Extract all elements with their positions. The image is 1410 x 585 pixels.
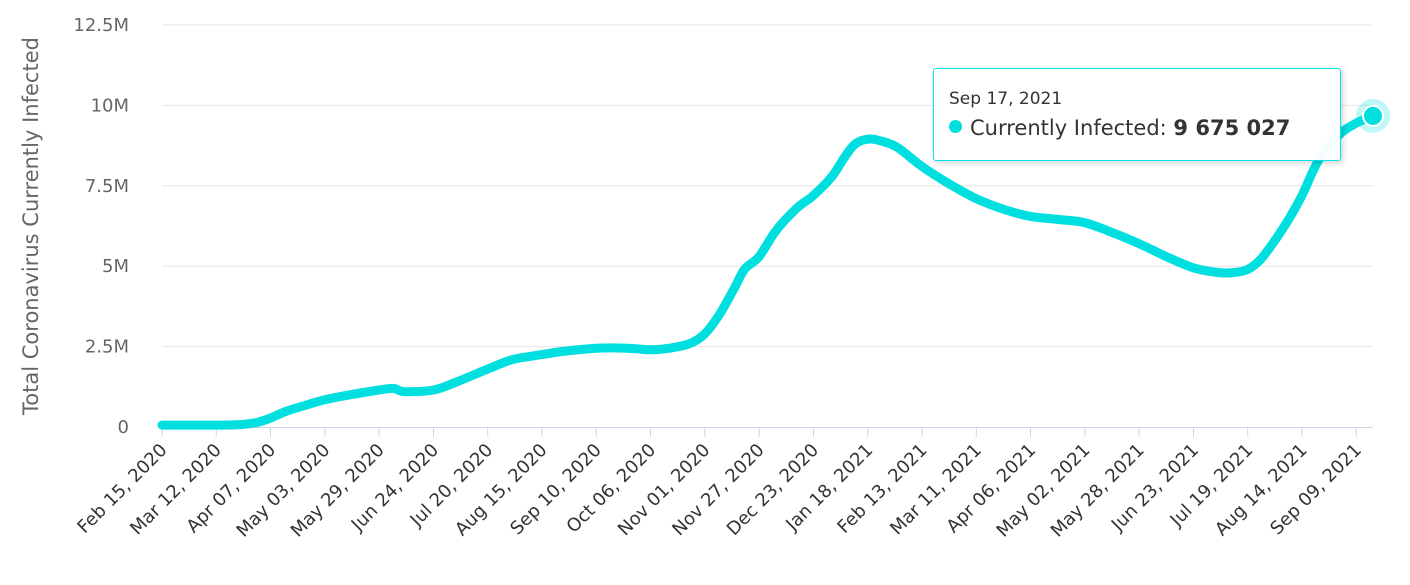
hover-marker xyxy=(1356,98,1390,133)
tooltip-value: 9 675 027 xyxy=(1173,116,1291,140)
y-tick-label: 5M xyxy=(102,256,129,277)
tooltip: Sep 17, 2021 Currently Infected: 9 675 0… xyxy=(933,68,1341,161)
y-tick-label: 0 xyxy=(118,417,129,438)
tooltip-separator: : xyxy=(1159,116,1167,140)
tooltip-series-label: Currently Infected xyxy=(970,116,1160,140)
series-line[interactable] xyxy=(157,111,1378,430)
y-tick-label: 2.5M xyxy=(85,337,129,358)
x-tick-label: May 03, 2020 xyxy=(233,440,335,542)
series-dot-icon xyxy=(949,120,962,133)
tooltip-date: Sep 17, 2021 xyxy=(949,89,1063,109)
y-axis-ticks: 0 2.5M 5M 7.5M 10M 12.5M xyxy=(73,15,129,438)
y-tick-label: 12.5M xyxy=(73,15,129,36)
x-tick-label: May 28, 2021 xyxy=(1047,440,1149,542)
x-tick-label: May 29, 2020 xyxy=(287,440,389,542)
series-currently-infected[interactable] xyxy=(157,111,1378,430)
hover-point[interactable] xyxy=(1362,104,1384,127)
y-axis-title: Total Coronavirus Currently Infected xyxy=(19,37,43,416)
tooltip-row: Currently Infected: 9 675 027 xyxy=(949,116,1290,140)
x-tick-label: May 02, 2021 xyxy=(993,440,1095,542)
y-tick-label: 10M xyxy=(91,95,129,116)
y-tick-label: 7.5M xyxy=(85,176,129,197)
